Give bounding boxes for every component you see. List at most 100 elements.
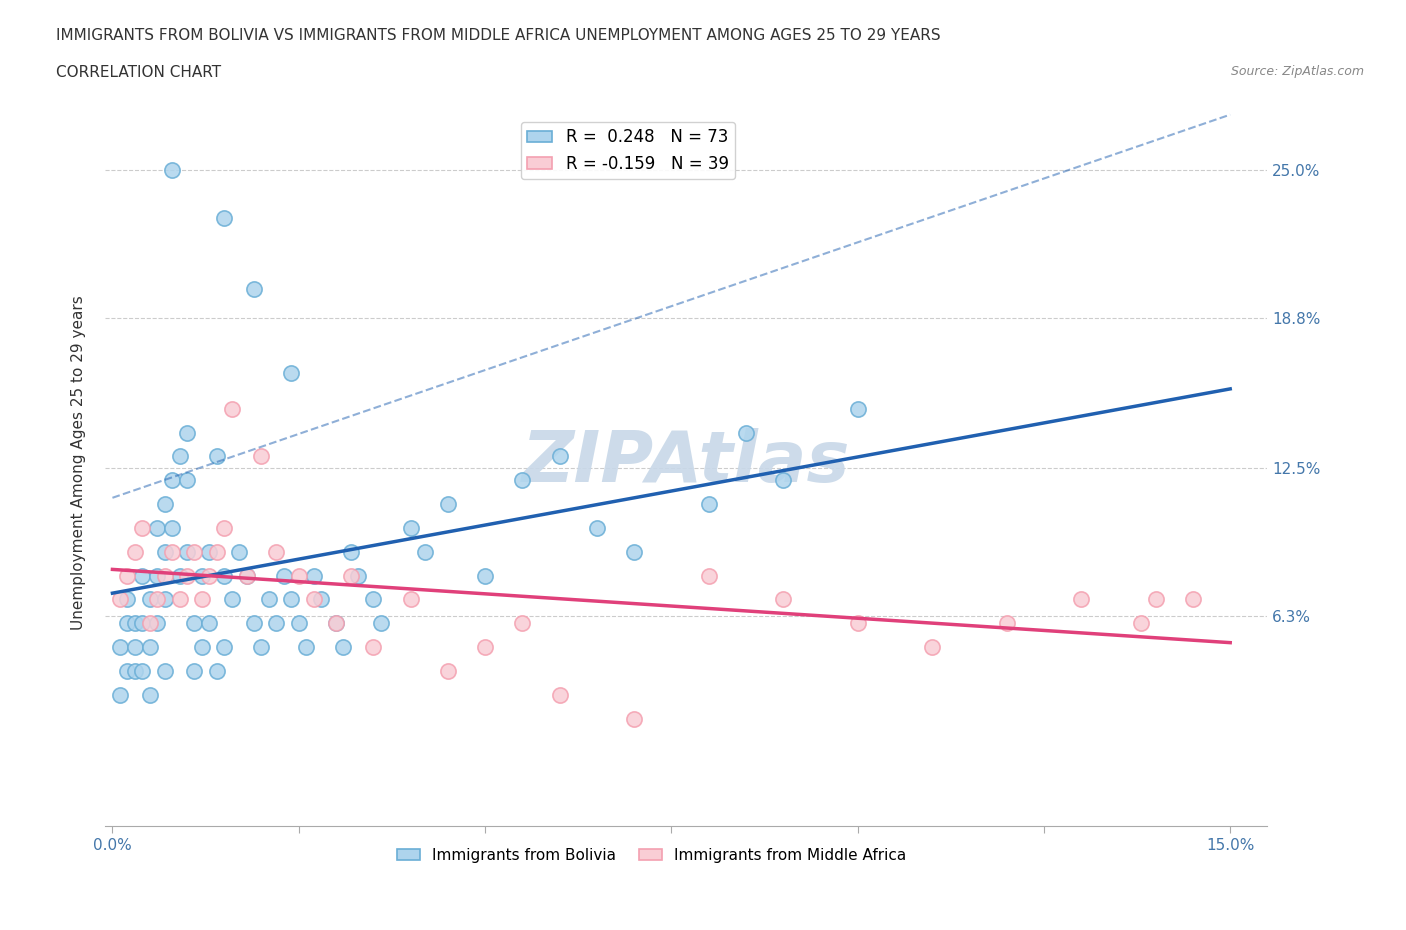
- Point: [474, 568, 496, 583]
- Point: [160, 544, 183, 559]
- Point: [340, 544, 363, 559]
- Point: [436, 664, 458, 679]
- Point: [212, 640, 235, 655]
- Point: [846, 616, 869, 631]
- Point: [510, 472, 533, 487]
- Point: [191, 568, 214, 583]
- Point: [548, 687, 571, 702]
- Point: [309, 592, 332, 607]
- Point: [117, 616, 139, 631]
- Point: [257, 592, 280, 607]
- Point: [169, 592, 191, 607]
- Point: [250, 640, 273, 655]
- Point: [124, 664, 146, 679]
- Point: [399, 521, 422, 536]
- Point: [921, 640, 943, 655]
- Point: [846, 401, 869, 416]
- Point: [131, 664, 153, 679]
- Point: [332, 640, 354, 655]
- Point: [235, 568, 257, 583]
- Point: [191, 640, 214, 655]
- Point: [169, 449, 191, 464]
- Point: [117, 592, 139, 607]
- Point: [325, 616, 347, 631]
- Point: [772, 592, 794, 607]
- Point: [160, 521, 183, 536]
- Point: [228, 544, 250, 559]
- Point: [623, 711, 645, 726]
- Point: [585, 521, 607, 536]
- Point: [198, 568, 221, 583]
- Point: [415, 544, 437, 559]
- Point: [221, 592, 243, 607]
- Point: [474, 640, 496, 655]
- Text: ZIPAtlas: ZIPAtlas: [522, 428, 851, 497]
- Point: [212, 210, 235, 225]
- Point: [191, 592, 214, 607]
- Point: [295, 640, 318, 655]
- Point: [160, 163, 183, 178]
- Point: [340, 568, 363, 583]
- Point: [734, 425, 756, 440]
- Point: [146, 521, 169, 536]
- Point: [108, 640, 131, 655]
- Point: [131, 616, 153, 631]
- Text: Source: ZipAtlas.com: Source: ZipAtlas.com: [1230, 65, 1364, 78]
- Point: [280, 592, 302, 607]
- Point: [198, 616, 221, 631]
- Point: [146, 568, 169, 583]
- Y-axis label: Unemployment Among Ages 25 to 29 years: Unemployment Among Ages 25 to 29 years: [72, 295, 86, 630]
- Point: [399, 592, 422, 607]
- Point: [153, 568, 176, 583]
- Point: [205, 544, 228, 559]
- Point: [117, 568, 139, 583]
- Point: [131, 521, 153, 536]
- Point: [183, 664, 205, 679]
- Point: [176, 425, 198, 440]
- Point: [176, 568, 198, 583]
- Point: [198, 544, 221, 559]
- Point: [510, 616, 533, 631]
- Point: [146, 616, 169, 631]
- Point: [212, 521, 235, 536]
- Point: [623, 544, 645, 559]
- Point: [153, 497, 176, 512]
- Point: [183, 544, 205, 559]
- Point: [138, 640, 160, 655]
- Point: [266, 544, 288, 559]
- Point: [1070, 592, 1092, 607]
- Point: [146, 592, 169, 607]
- Point: [221, 401, 243, 416]
- Point: [302, 568, 325, 583]
- Point: [138, 616, 160, 631]
- Point: [124, 640, 146, 655]
- Point: [697, 497, 720, 512]
- Point: [205, 664, 228, 679]
- Point: [212, 568, 235, 583]
- Point: [138, 592, 160, 607]
- Point: [361, 592, 384, 607]
- Point: [176, 472, 198, 487]
- Point: [995, 616, 1018, 631]
- Point: [243, 282, 266, 297]
- Point: [697, 568, 720, 583]
- Point: [1181, 592, 1204, 607]
- Point: [153, 664, 176, 679]
- Point: [361, 640, 384, 655]
- Point: [243, 616, 266, 631]
- Point: [370, 616, 392, 631]
- Text: CORRELATION CHART: CORRELATION CHART: [56, 65, 221, 80]
- Point: [266, 616, 288, 631]
- Point: [250, 449, 273, 464]
- Point: [273, 568, 295, 583]
- Point: [124, 544, 146, 559]
- Point: [205, 449, 228, 464]
- Point: [153, 592, 176, 607]
- Point: [153, 544, 176, 559]
- Text: IMMIGRANTS FROM BOLIVIA VS IMMIGRANTS FROM MIDDLE AFRICA UNEMPLOYMENT AMONG AGES: IMMIGRANTS FROM BOLIVIA VS IMMIGRANTS FR…: [56, 28, 941, 43]
- Point: [1129, 616, 1152, 631]
- Point: [548, 449, 571, 464]
- Point: [325, 616, 347, 631]
- Point: [436, 497, 458, 512]
- Point: [169, 568, 191, 583]
